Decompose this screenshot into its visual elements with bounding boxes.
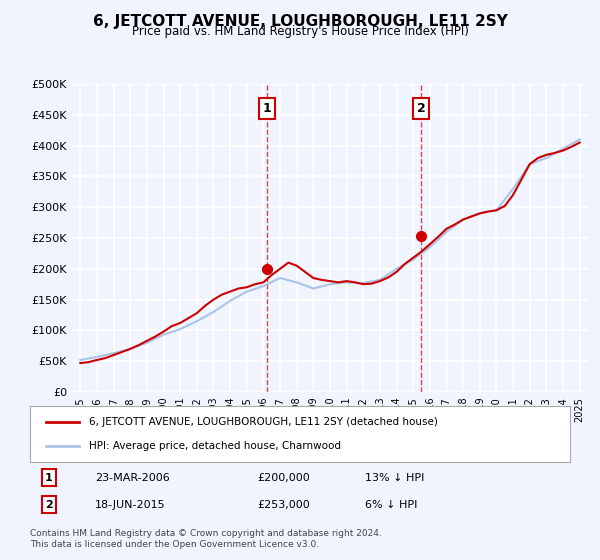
Text: 1: 1 xyxy=(45,473,53,483)
Text: 6, JETCOTT AVENUE, LOUGHBOROUGH, LE11 2SY (detached house): 6, JETCOTT AVENUE, LOUGHBOROUGH, LE11 2S… xyxy=(89,417,438,427)
Text: 18-JUN-2015: 18-JUN-2015 xyxy=(95,500,166,510)
Text: 13% ↓ HPI: 13% ↓ HPI xyxy=(365,473,424,483)
Text: Contains HM Land Registry data © Crown copyright and database right 2024.
This d: Contains HM Land Registry data © Crown c… xyxy=(30,529,382,549)
Text: 6% ↓ HPI: 6% ↓ HPI xyxy=(365,500,417,510)
Text: £200,000: £200,000 xyxy=(257,473,310,483)
Text: £253,000: £253,000 xyxy=(257,500,310,510)
Text: 2: 2 xyxy=(416,102,425,115)
Text: 23-MAR-2006: 23-MAR-2006 xyxy=(95,473,170,483)
Text: 1: 1 xyxy=(263,102,271,115)
Text: HPI: Average price, detached house, Charnwood: HPI: Average price, detached house, Char… xyxy=(89,441,341,451)
Text: 2: 2 xyxy=(45,500,53,510)
Text: Price paid vs. HM Land Registry's House Price Index (HPI): Price paid vs. HM Land Registry's House … xyxy=(131,25,469,38)
Text: 6, JETCOTT AVENUE, LOUGHBOROUGH, LE11 2SY: 6, JETCOTT AVENUE, LOUGHBOROUGH, LE11 2S… xyxy=(92,14,508,29)
